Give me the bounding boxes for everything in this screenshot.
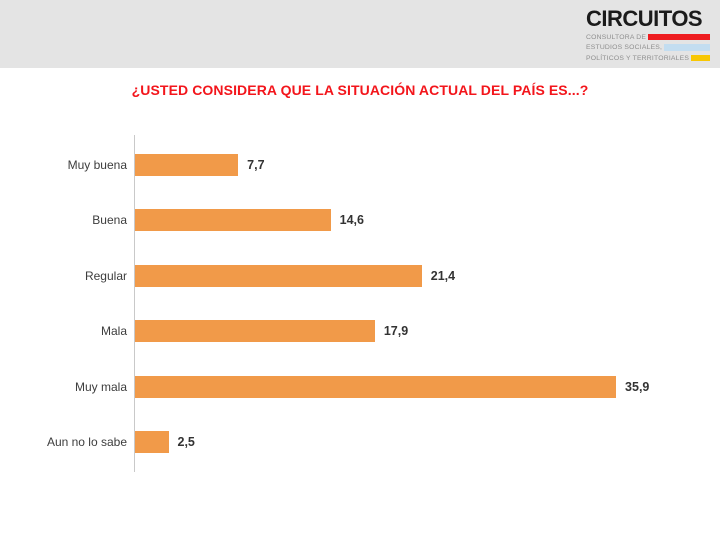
company-logo: CIRCUITOS CONSULTORA DE ESTUDIOS SOCIALE… bbox=[586, 7, 710, 62]
chart-title: ¿USTED CONSIDERA QUE LA SITUACIÓN ACTUAL… bbox=[131, 82, 589, 98]
chart-row: Buena 14,6 bbox=[0, 208, 720, 232]
logo-title: CIRCUITOS bbox=[586, 6, 703, 31]
bar bbox=[135, 375, 617, 398]
value-label: 17,9 bbox=[383, 324, 409, 339]
value-label: 35,9 bbox=[625, 379, 650, 394]
bar-chart: Muy buena 7,7 Buena 14,6 Regular 21,4 Mala 17,9… bbox=[0, 135, 720, 480]
value-label: 2,5 bbox=[177, 435, 195, 449]
logo-red-bar bbox=[648, 33, 710, 41]
value-label: 7,7 bbox=[247, 158, 265, 172]
category-label: Muy buena bbox=[67, 158, 127, 172]
chart-row: Regular 21,4 bbox=[0, 264, 720, 288]
category-label: Regular bbox=[84, 268, 127, 283]
logo-tagline-1: CONSULTORA DE bbox=[586, 33, 647, 41]
logo-yellow-bar bbox=[691, 54, 710, 62]
bar bbox=[135, 431, 169, 453]
logo-line: POLÍTICOS Y TERRITORIALES bbox=[586, 55, 710, 62]
header-band: CIRCUITOS CONSULTORA DE ESTUDIOS SOCIALE… bbox=[0, 0, 720, 68]
logo-tagline-3: POLÍTICOS Y TERRITORIALES bbox=[586, 54, 690, 62]
bar bbox=[135, 320, 375, 343]
category-label: Buena bbox=[92, 213, 127, 228]
chart-row: Mala 17,9 bbox=[0, 319, 720, 343]
chart-row: Aun no lo sabe 2,5 bbox=[0, 430, 720, 454]
logo-line: ESTUDIOS SOCIALES, bbox=[586, 44, 710, 51]
bar bbox=[135, 154, 239, 176]
bar bbox=[135, 264, 422, 287]
logo-tagline-2: ESTUDIOS SOCIALES, bbox=[586, 44, 663, 52]
category-label: Mala bbox=[100, 324, 127, 339]
category-label: Aun no lo sabe bbox=[46, 435, 127, 449]
value-label: 21,4 bbox=[430, 268, 456, 283]
logo-blue-bar bbox=[664, 44, 710, 51]
chart-row: Muy buena 7,7 bbox=[0, 153, 720, 177]
chart-row: Muy mala 35,9 bbox=[0, 375, 720, 399]
value-label: 14,6 bbox=[339, 213, 364, 228]
category-label: Muy mala bbox=[74, 379, 127, 394]
logo-line: CONSULTORA DE bbox=[586, 34, 710, 41]
bar bbox=[135, 209, 331, 232]
y-axis-line bbox=[134, 135, 135, 472]
